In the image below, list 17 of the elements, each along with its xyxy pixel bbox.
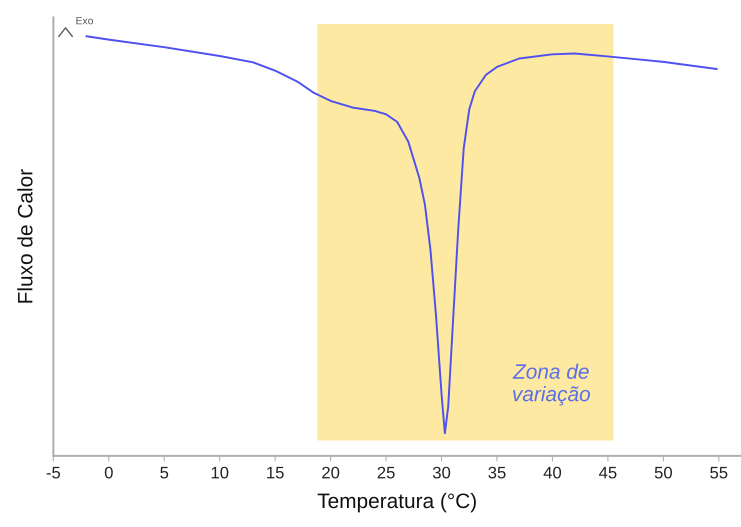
- x-tick-label: 35: [488, 466, 506, 479]
- x-tick-label: 50: [654, 466, 672, 479]
- x-tick-label: -5: [46, 466, 60, 479]
- x-axis-title: Temperatura (°C): [318, 492, 476, 512]
- x-tick-label: 15: [267, 466, 284, 479]
- x-tick-label: 30: [432, 466, 450, 479]
- y-axis-title: Fluxo de Calor: [17, 169, 33, 303]
- x-tick-label: 25: [378, 466, 395, 479]
- x-tick-label: 20: [322, 466, 340, 479]
- x-tick-label: 40: [544, 466, 562, 479]
- x-tick-label: 0: [104, 466, 113, 479]
- x-tick-label: 5: [160, 466, 168, 479]
- x-tick-label: 10: [212, 466, 228, 479]
- x-tick-label: 45: [599, 466, 616, 479]
- x-tick-label: 55: [710, 466, 728, 479]
- text: Exo: [76, 17, 94, 24]
- band-label: Zona de variação: [512, 364, 590, 406]
